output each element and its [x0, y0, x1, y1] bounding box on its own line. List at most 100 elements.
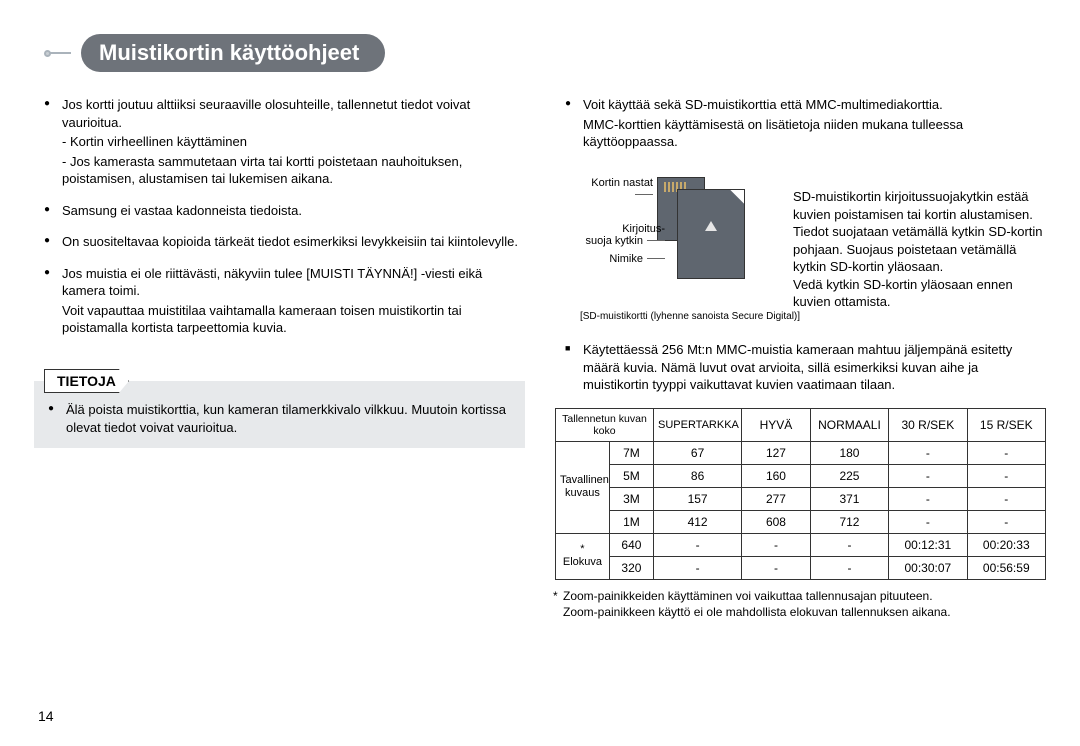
sd-label-switch: Kirjoitus- suoja kytkin: [573, 211, 665, 247]
table-cell: 00:30:07: [889, 556, 967, 579]
table-cell: 127: [742, 441, 811, 464]
table-cell: 320: [609, 556, 653, 579]
table-cell: -: [967, 441, 1045, 464]
info-box-item: Älä poista muistikorttia, kun kameran ti…: [66, 401, 513, 436]
page-title: Muistikortin käyttöohjeet: [81, 34, 385, 72]
table-cell: 5M: [609, 464, 653, 487]
col-hyva: HYVÄ: [742, 408, 811, 441]
capacity-table: Tallennetun kuvan koko SUPERTARKKA HYVÄ …: [555, 408, 1046, 580]
table-cell: 225: [810, 464, 888, 487]
info-box-text: Älä poista muistikorttia, kun kameran ti…: [66, 402, 506, 435]
sub-line: - Kortin virheellinen käyttäminen: [62, 133, 525, 151]
table-cell: -: [889, 487, 967, 510]
table-row: 3M157277371--: [556, 487, 1046, 510]
table-cell: 640: [609, 533, 653, 556]
table-cell: -: [889, 441, 967, 464]
table-footnote: Zoom-painikkeiden käyttäminen voi vaikut…: [555, 588, 1046, 620]
table-cell: 371: [810, 487, 888, 510]
table-cell: -: [967, 464, 1045, 487]
table-cell: 157: [653, 487, 741, 510]
table-cell: -: [653, 533, 741, 556]
table-cell: -: [742, 556, 811, 579]
bullet-text-cont: MMC-korttien käyttämisestä on lisätietoj…: [583, 116, 1046, 151]
arrow-up-icon: [705, 221, 717, 231]
table-body: Tavallinen kuvaus7M67127180--5M86160225-…: [556, 441, 1046, 579]
table-row: * Elokuva640---00:12:3100:20:33: [556, 533, 1046, 556]
bullet-text: Jos muistia ei ole riittävästi, näkyviin…: [62, 266, 482, 299]
footnote-line: Zoom-painikkeen käyttö ei ole mahdollist…: [563, 604, 1046, 620]
right-top-list: Voit käyttää sekä SD-muistikorttia että …: [555, 96, 1046, 151]
page: Muistikortin käyttöohjeet Jos kortti jou…: [0, 0, 1080, 746]
table-cell: 00:56:59: [967, 556, 1045, 579]
bullet-item: Voit käyttää sekä SD-muistikorttia että …: [583, 96, 1046, 151]
table-cell: -: [653, 556, 741, 579]
table-row: Tavallinen kuvaus7M67127180--: [556, 441, 1046, 464]
footnote-line: Zoom-painikkeiden käyttäminen voi vaikut…: [563, 588, 1046, 604]
bullet-text: Samsung ei vastaa kadonneista tiedoista.: [62, 203, 302, 218]
table-cell: 00:20:33: [967, 533, 1045, 556]
table-cell: 180: [810, 441, 888, 464]
col-normaali: NORMAALI: [810, 408, 888, 441]
col-super: SUPERTARKKA: [653, 408, 741, 441]
info-box: TIETOJA Älä poista muistikorttia, kun ka…: [34, 381, 525, 448]
table-cell: 3M: [609, 487, 653, 510]
table-cell: 608: [742, 510, 811, 533]
sd-description: SD-muistikortin kirjoitussuojakytkin est…: [793, 171, 1046, 311]
right-column: Voit käyttää sekä SD-muistikorttia että …: [555, 96, 1046, 620]
table-cell: 1M: [609, 510, 653, 533]
table-cell: -: [967, 487, 1045, 510]
table-row: 320---00:30:0700:56:59: [556, 556, 1046, 579]
table-cell: 412: [653, 510, 741, 533]
bullet-item: Jos muistia ei ole riittävästi, näkyviin…: [62, 265, 525, 337]
page-number: 14: [38, 708, 54, 724]
sub-line: - Jos kamerasta sammutetaan virta tai ko…: [62, 153, 525, 188]
table-header-row: Tallennetun kuvan koko SUPERTARKKA HYVÄ …: [556, 408, 1046, 441]
label-text: Kortin nastat: [591, 177, 653, 189]
bullet-text: Jos kortti joutuu alttiiksi seuraaville …: [62, 97, 470, 130]
two-column-layout: Jos kortti joutuu alttiiksi seuraaville …: [34, 96, 1046, 620]
table-cell: 00:12:31: [889, 533, 967, 556]
bullet-text: Voit käyttää sekä SD-muistikorttia että …: [583, 97, 943, 112]
bullet-item: Jos kortti joutuu alttiiksi seuraaville …: [62, 96, 525, 188]
info-box-label: TIETOJA: [44, 369, 129, 393]
bullet-item: On suositeltavaa kopioida tärkeät tiedot…: [62, 233, 525, 251]
table-cell: 7M: [609, 441, 653, 464]
table-cell: 67: [653, 441, 741, 464]
sd-description-text: SD-muistikortin kirjoitussuojakytkin est…: [793, 189, 1043, 309]
table-cell: 160: [742, 464, 811, 487]
row-group-movie: * Elokuva: [556, 533, 610, 579]
col-30rsek: 30 R/SEK: [889, 408, 967, 441]
bullet-item: Samsung ei vastaa kadonneista tiedoista.: [62, 202, 525, 220]
table-cell: -: [810, 556, 888, 579]
table-cell: -: [889, 464, 967, 487]
left-bullet-list: Jos kortti joutuu alttiiksi seuraaville …: [34, 96, 525, 337]
table-cell: 277: [742, 487, 811, 510]
capacity-intro: Käytettäessä 256 Mt:n MMC-muistia kamera…: [555, 341, 1046, 394]
capacity-intro-text: Käytettäessä 256 Mt:n MMC-muistia kamera…: [583, 342, 1012, 392]
left-column: Jos kortti joutuu alttiiksi seuraaville …: [34, 96, 525, 620]
bullet-text-cont: Voit vapauttaa muistitilaa vaihtamalla k…: [62, 302, 525, 337]
table-cell: 712: [810, 510, 888, 533]
line-icon: [49, 52, 71, 54]
table-cell: -: [742, 533, 811, 556]
sd-label-pins: Kortin nastat: [573, 177, 653, 201]
info-box-list: Älä poista muistikorttia, kun kameran ti…: [46, 401, 513, 436]
table-cell: -: [810, 533, 888, 556]
label-text: Kirjoitus- suoja kytkin: [586, 223, 665, 247]
table-row: 5M86160225--: [556, 464, 1046, 487]
label-text: Nimike: [609, 253, 643, 265]
sd-card-row: Kortin nastat Kirjoitus- suoja kytkin Ni…: [555, 171, 1046, 311]
row-group-still: Tavallinen kuvaus: [556, 441, 610, 533]
sd-card-front-icon: [677, 189, 745, 279]
bullet-text: On suositeltavaa kopioida tärkeät tiedot…: [62, 234, 518, 249]
table-cell: -: [967, 510, 1045, 533]
col-size: Tallennetun kuvan koko: [556, 408, 654, 441]
table-cell: 86: [653, 464, 741, 487]
col-15rsek: 15 R/SEK: [967, 408, 1045, 441]
sd-caption: [SD-muistikortti (lyhenne sanoista Secur…: [575, 311, 805, 322]
sd-label-nimike: Nimike: [573, 253, 665, 265]
sd-card-figure: Kortin nastat Kirjoitus- suoja kytkin Ni…: [575, 171, 775, 311]
title-bar: Muistikortin käyttöohjeet: [44, 34, 385, 72]
table-cell: -: [889, 510, 967, 533]
table-row: 1M412608712--: [556, 510, 1046, 533]
